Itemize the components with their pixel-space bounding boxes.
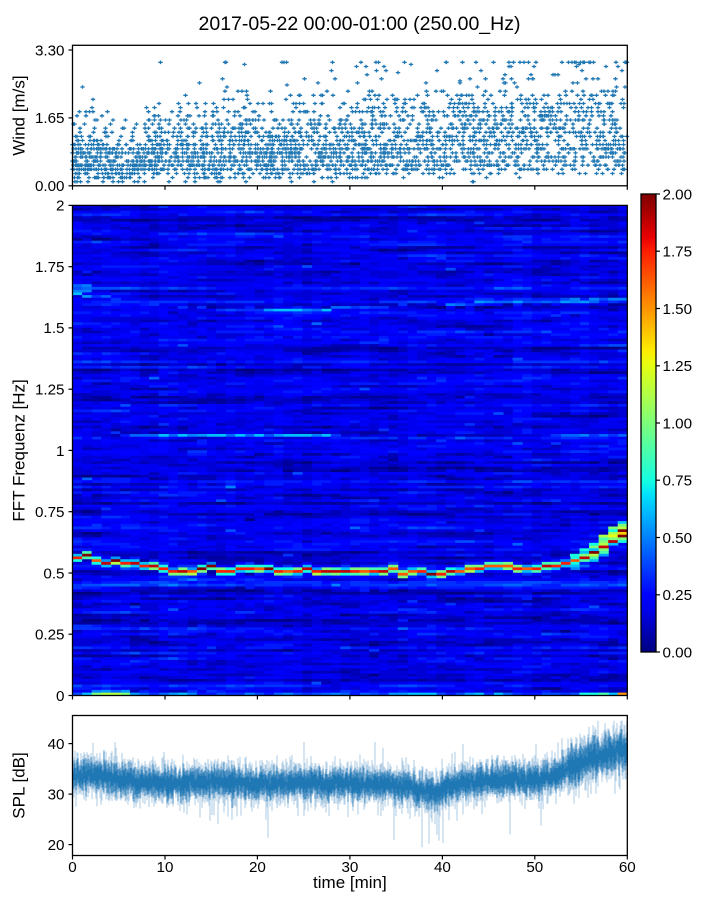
- svg-text:FFT Frequenz [Hz]: FFT Frequenz [Hz]: [10, 379, 29, 521]
- svg-text:60: 60: [619, 859, 636, 876]
- svg-text:0.75: 0.75: [663, 473, 693, 490]
- svg-text:2.00: 2.00: [663, 186, 693, 203]
- svg-text:2017-05-22 00:00-01:00 (250.00: 2017-05-22 00:00-01:00 (250.00_Hz): [199, 13, 521, 35]
- svg-text:1.5: 1.5: [43, 320, 64, 337]
- svg-text:0: 0: [68, 859, 76, 876]
- svg-text:0: 0: [56, 688, 64, 705]
- svg-text:0.50: 0.50: [663, 530, 693, 547]
- svg-text:1.75: 1.75: [663, 244, 693, 261]
- svg-text:0.75: 0.75: [35, 504, 65, 521]
- svg-text:1.65: 1.65: [35, 110, 65, 127]
- svg-text:1: 1: [56, 443, 64, 460]
- svg-text:40: 40: [434, 859, 451, 876]
- svg-text:1.75: 1.75: [35, 259, 65, 276]
- svg-text:1.25: 1.25: [663, 358, 693, 375]
- svg-text:0.00: 0.00: [35, 178, 65, 195]
- svg-text:0.25: 0.25: [663, 587, 693, 604]
- svg-text:30: 30: [48, 786, 65, 803]
- svg-text:1.00: 1.00: [663, 415, 693, 432]
- svg-text:10: 10: [157, 859, 174, 876]
- svg-text:0.25: 0.25: [35, 627, 65, 644]
- svg-text:1.25: 1.25: [35, 382, 65, 399]
- svg-text:2: 2: [56, 198, 64, 215]
- svg-text:Wind [m/s]: Wind [m/s]: [10, 75, 29, 155]
- svg-text:SPL [dB]: SPL [dB]: [10, 752, 29, 818]
- svg-text:20: 20: [48, 837, 65, 854]
- svg-text:50: 50: [526, 859, 543, 876]
- svg-text:20: 20: [249, 859, 266, 876]
- svg-text:1.50: 1.50: [663, 301, 693, 318]
- svg-text:0.00: 0.00: [663, 644, 693, 661]
- svg-text:40: 40: [48, 736, 65, 753]
- svg-text:30: 30: [341, 859, 358, 876]
- svg-text:time [min]: time [min]: [313, 873, 387, 892]
- svg-text:3.30: 3.30: [35, 42, 65, 59]
- svg-text:0.5: 0.5: [43, 565, 64, 582]
